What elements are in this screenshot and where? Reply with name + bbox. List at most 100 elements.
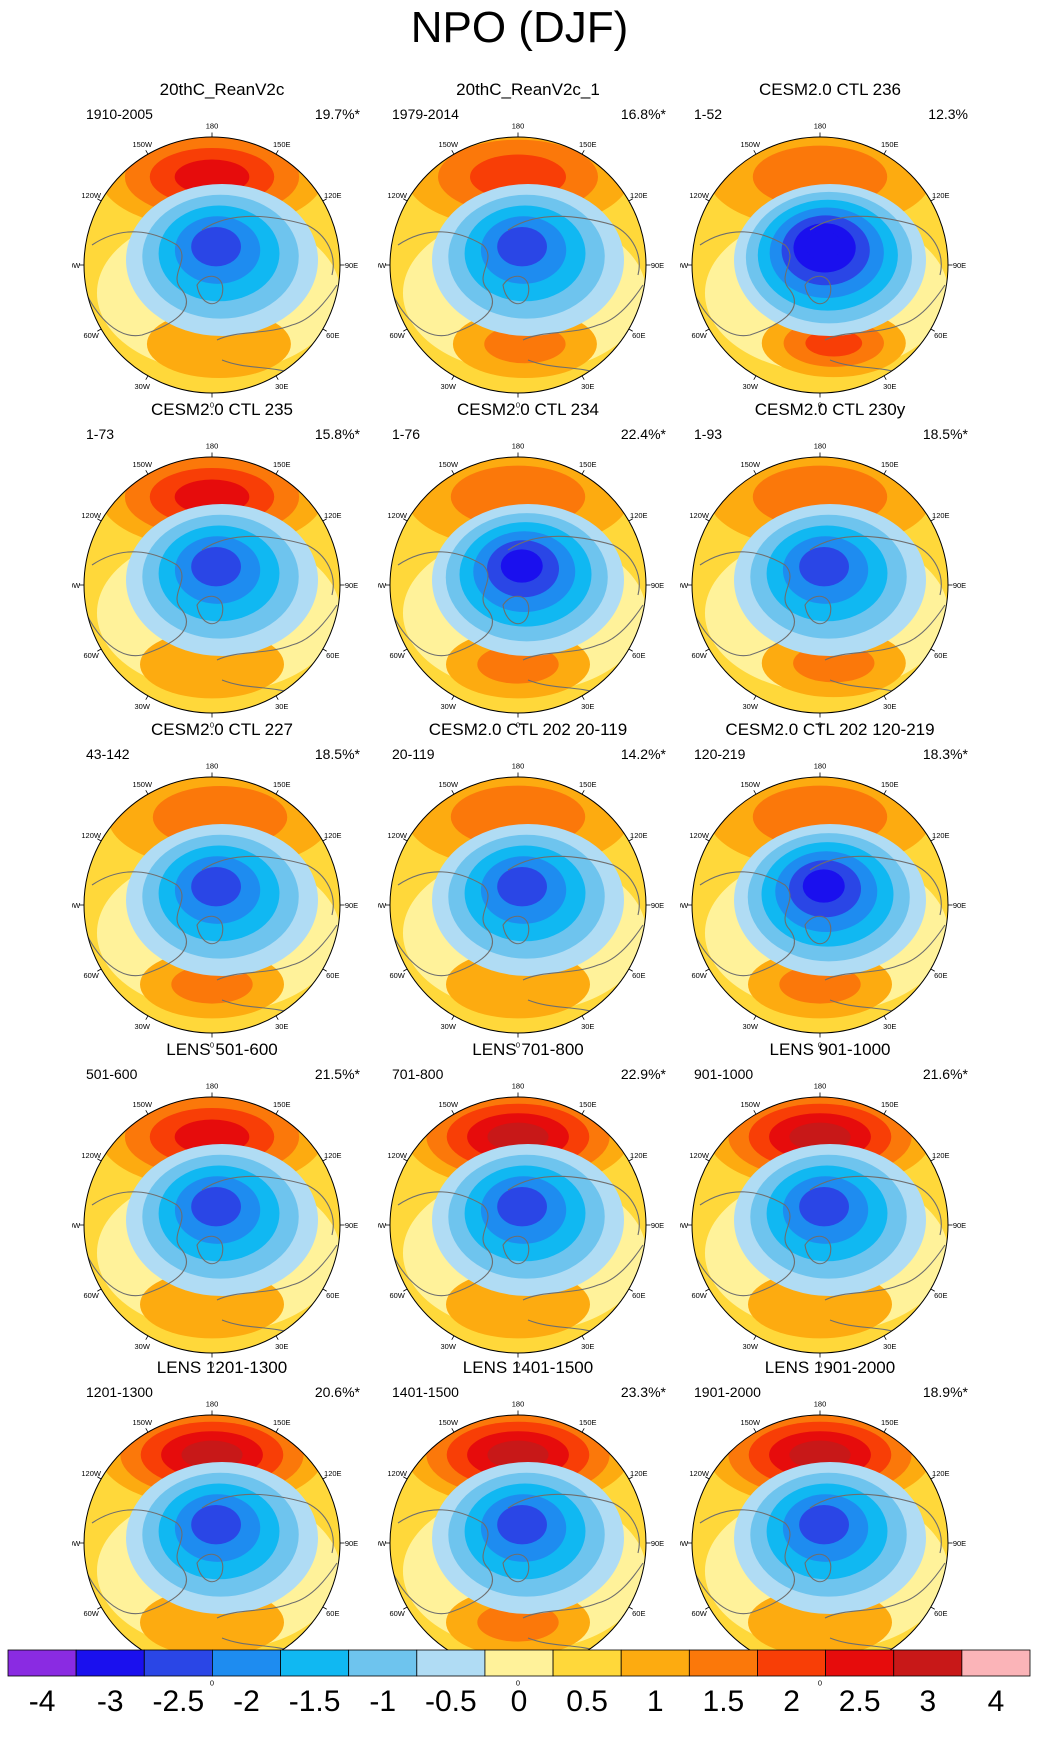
longitude-tick	[705, 198, 710, 202]
map-panel: LENS 501-600 501-600 21.5%* 180 150E 120E 90E 6…	[72, 1040, 372, 1370]
longitude-label: 120W	[81, 831, 102, 840]
longitude-label: 120W	[387, 1151, 408, 1160]
panel-variance: 18.5%*	[922, 426, 968, 442]
longitude-label: 180	[206, 441, 219, 450]
map-panel: CESM2.0 CTL 202 20-119 20-119 14.2%* 180 150…	[378, 720, 678, 1050]
panel-period: 501-600	[86, 1066, 138, 1082]
panel-title: CESM2.0 CTL 235	[150, 400, 294, 419]
longitude-tick	[930, 1158, 935, 1162]
longitude-tick	[145, 470, 149, 475]
longitude-tick	[97, 838, 102, 842]
longitude-tick	[322, 968, 327, 972]
colorbar-box	[75, 1649, 145, 1677]
longitude-label: 90W	[680, 901, 689, 910]
coastline-siberia	[809, 535, 942, 596]
longitude-tick	[403, 1158, 408, 1162]
longitude-label: 0	[818, 1679, 822, 1688]
colorbar-box	[552, 1649, 622, 1677]
arctic-contour	[497, 1505, 547, 1545]
coastline-siberia	[507, 215, 640, 276]
longitude-label: 90W	[378, 901, 387, 910]
panel-variance: 12.3%	[928, 106, 968, 122]
colorbar-label: -2	[233, 1685, 260, 1718]
longitude-label: 120W	[689, 1469, 710, 1478]
longitude-label: 30W	[135, 382, 151, 391]
panel-variance: 22.4%*	[620, 426, 666, 442]
coastline-north-america	[694, 1509, 796, 1615]
longitude-tick	[451, 1015, 455, 1020]
polar-map: 180150E120E90E60E30E030W60W90W120W150W	[680, 1399, 966, 1688]
polar-map: 180150E120E90E60E30E030W60W90W120W150W	[378, 1399, 664, 1687]
longitude-tick	[322, 1158, 327, 1162]
longitude-tick	[97, 1288, 102, 1292]
longitude-label: 60W	[691, 651, 707, 660]
coastline-siberia	[809, 855, 942, 916]
panel-title: 20thC_ReanV2c	[159, 80, 285, 99]
longitude-tick	[403, 1606, 408, 1610]
longitude-tick	[628, 198, 633, 202]
longitude-label: 120E	[630, 511, 648, 520]
panel-period: 20-119	[392, 746, 435, 762]
longitude-tick	[930, 838, 935, 842]
longitude-tick	[403, 648, 408, 652]
longitude-label: 90E	[651, 901, 664, 910]
map-panel: CESM2.0 CTL 230y 1-93 18.5%* 180 150E 120E 90E…	[680, 400, 980, 730]
longitude-label: 150E	[273, 460, 291, 469]
longitude-tick	[930, 648, 935, 652]
longitude-label: 60E	[632, 1609, 645, 1618]
longitude-tick	[628, 518, 633, 522]
longitude-tick	[145, 150, 149, 155]
longitude-label: 120W	[81, 1469, 102, 1478]
longitude-tick	[403, 518, 408, 522]
longitude-label: 180	[512, 121, 525, 130]
longitude-label: 150W	[132, 780, 153, 789]
coastline-greenland	[804, 275, 832, 305]
longitude-tick	[581, 1110, 585, 1115]
coastline-greenland	[804, 1553, 832, 1583]
longitude-tick	[705, 328, 710, 332]
panel-period: 1901-2000	[694, 1384, 761, 1400]
longitude-label: 120W	[689, 831, 710, 840]
pacific-contour	[487, 1440, 549, 1470]
colorbar-label: 0.5	[566, 1685, 608, 1718]
longitude-label: 90E	[953, 1221, 966, 1230]
longitude-tick	[883, 1110, 887, 1115]
panel-variance: 15.8%*	[314, 426, 360, 442]
longitude-label: 150W	[438, 1418, 459, 1427]
panel-variance: 22.9%*	[620, 1066, 666, 1082]
coastline-north-america	[694, 1191, 796, 1297]
longitude-label: 120E	[932, 831, 950, 840]
coastline-siberia	[201, 1493, 334, 1554]
colorbar-label: 0	[511, 1685, 528, 1718]
longitude-label: 90W	[72, 261, 81, 270]
longitude-label: 60E	[326, 331, 339, 340]
longitude-label: 120E	[324, 1469, 342, 1478]
panel-title: LENS 901-1000	[769, 1040, 891, 1059]
polar-map: 180150E120E90E60E30E030W60W90W120W150W	[72, 1399, 358, 1687]
map-panel: LENS 701-800 701-800 22.9%* 180 150E 120E 90E 6…	[378, 1040, 678, 1370]
coastline-north-america	[392, 231, 494, 337]
longitude-label: 90W	[378, 261, 387, 270]
longitude-tick	[883, 470, 887, 475]
longitude-label: 90E	[651, 261, 664, 270]
coastline-greenland	[502, 595, 530, 625]
longitude-label: 180	[206, 761, 219, 770]
polar-map: 180150E120E90E60E30E030W60W90W120W150W	[680, 441, 966, 729]
longitude-tick	[705, 518, 710, 522]
longitude-label: 150W	[438, 1100, 459, 1109]
panel-variance: 14.2%*	[620, 746, 666, 762]
arctic-contour	[497, 1187, 547, 1227]
longitude-tick	[930, 1476, 935, 1480]
panel-period: 1-52	[694, 106, 723, 122]
longitude-tick	[451, 695, 455, 700]
arctic-contour	[191, 1505, 241, 1545]
longitude-tick	[451, 470, 455, 475]
longitude-label: 0	[516, 721, 520, 730]
longitude-label: 30W	[743, 382, 759, 391]
arctic-contour	[799, 547, 849, 587]
longitude-tick	[275, 790, 279, 795]
longitude-label: 30W	[441, 1342, 457, 1351]
panel-title: LENS 1901-2000	[764, 1358, 896, 1377]
colorbar-label: -1.5	[289, 1685, 341, 1718]
longitude-label: 90E	[953, 261, 966, 270]
